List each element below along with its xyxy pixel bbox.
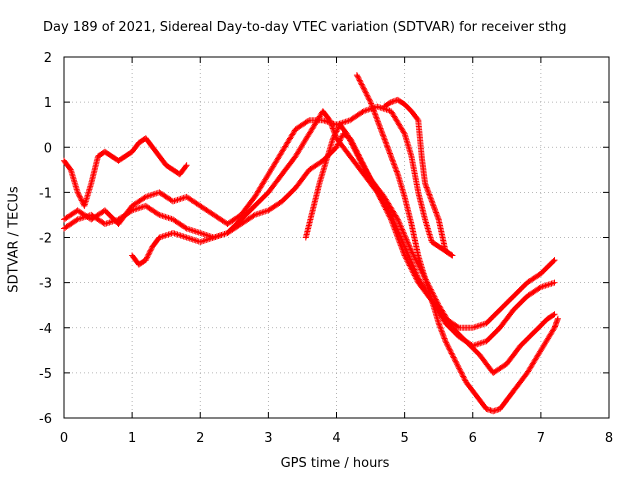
x-axis-label: GPS time / hours: [280, 456, 390, 471]
y-tick-label: -4: [39, 322, 52, 337]
x-tick-label: 3: [264, 431, 272, 446]
x-tick-label: 7: [537, 431, 545, 446]
y-tick-label: 1: [44, 96, 52, 111]
y-tick-label: -3: [39, 277, 52, 292]
x-tick-label: 2: [196, 431, 204, 446]
series-markers: [353, 72, 561, 415]
grid: [64, 57, 609, 418]
series-markers: [61, 103, 456, 259]
series-s5: [302, 121, 558, 376]
y-tick-label: -2: [39, 232, 52, 247]
series-s4: [129, 108, 558, 331]
series-markers: [381, 96, 456, 259]
series-markers: [129, 108, 558, 331]
x-tick-label: 8: [605, 431, 613, 446]
y-tick-label: -1: [39, 186, 52, 201]
y-tick-label: 2: [44, 51, 52, 66]
series-s1: [61, 135, 190, 209]
x-tick-label: 1: [128, 431, 136, 446]
x-axis: 0 1 2 3 4 5 6 7 8: [60, 57, 613, 446]
x-tick-label: 6: [469, 431, 477, 446]
y-axis: -6 -5 -4 -3 -2 -1 0 1 2: [39, 51, 609, 427]
series-s3: [61, 103, 456, 259]
y-tick-label: -6: [39, 412, 52, 427]
y-axis-label: SDTVAR / TECUs: [6, 186, 22, 293]
series-markers: [61, 130, 558, 349]
series-s2: [61, 130, 558, 349]
series-markers: [302, 121, 558, 376]
y-tick-label: 0: [44, 141, 52, 156]
chart-title: Day 189 of 2021, Sidereal Day-to-day VTE…: [43, 20, 567, 35]
x-tick-label: 0: [60, 431, 68, 446]
x-tick-label: 4: [332, 431, 340, 446]
y-tick-label: -5: [39, 367, 52, 382]
series-s6: [353, 72, 561, 415]
series-s7: [381, 96, 456, 259]
series-markers: [61, 135, 190, 209]
x-tick-label: 5: [400, 431, 408, 446]
series-group: [61, 72, 561, 415]
